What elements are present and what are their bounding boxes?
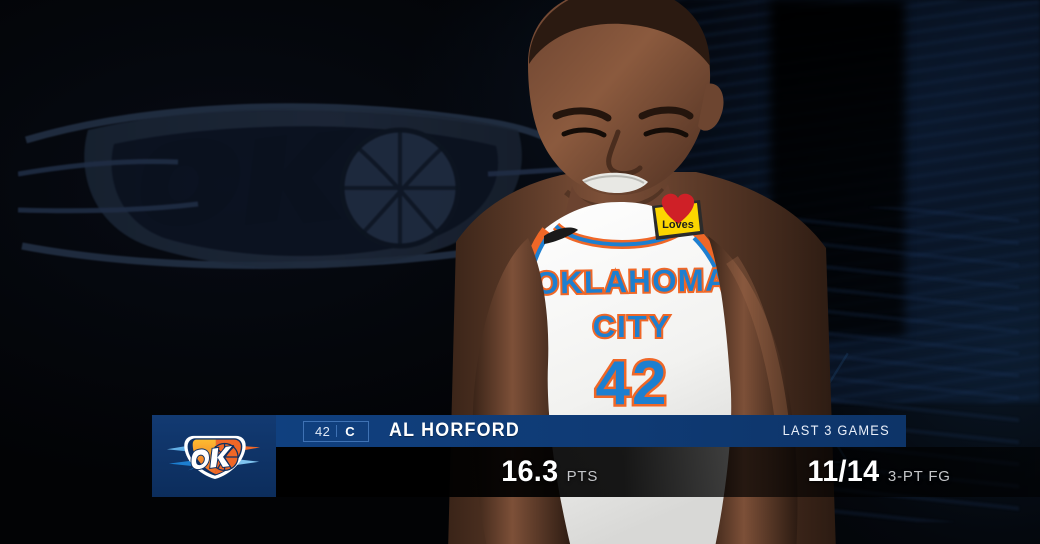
lower-third-graphic: 42 C AL HORFORD LAST 3 GAMES 16.3 PTS 11… xyxy=(152,415,1040,499)
svg-text:42: 42 xyxy=(596,349,669,418)
team-logo-panel xyxy=(152,415,276,497)
player-name-bar: 42 C AL HORFORD LAST 3 GAMES xyxy=(276,415,906,447)
jersey-position-box: 42 C xyxy=(303,420,370,442)
stat-value: 16.3 xyxy=(501,455,559,488)
okc-thunder-logo xyxy=(166,435,261,480)
stats-bar: 16.3 PTS 11/14 3-PT FG xyxy=(276,447,1040,497)
stat-label: PTS xyxy=(566,468,599,485)
player-name: AL HORFORD xyxy=(389,420,521,441)
stat-item-3pt-fg: 11/14 3-PT FG xyxy=(806,455,951,489)
position-divider xyxy=(336,425,338,437)
stat-item-pts: 16.3 PTS xyxy=(500,455,598,489)
svg-text:Loves: Loves xyxy=(662,219,694,231)
stat-label: 3-PT FG xyxy=(887,468,951,485)
okc-shield-watermark-icon xyxy=(18,103,578,269)
position-label: C xyxy=(345,423,356,439)
stat-range-label: LAST 3 GAMES xyxy=(782,423,890,438)
stat-value: 11/14 xyxy=(807,455,880,488)
jersey-number: 42 xyxy=(315,423,331,439)
svg-text:CITY: CITY xyxy=(593,309,672,344)
svg-text:OKLAHOMA: OKLAHOMA xyxy=(534,262,729,300)
